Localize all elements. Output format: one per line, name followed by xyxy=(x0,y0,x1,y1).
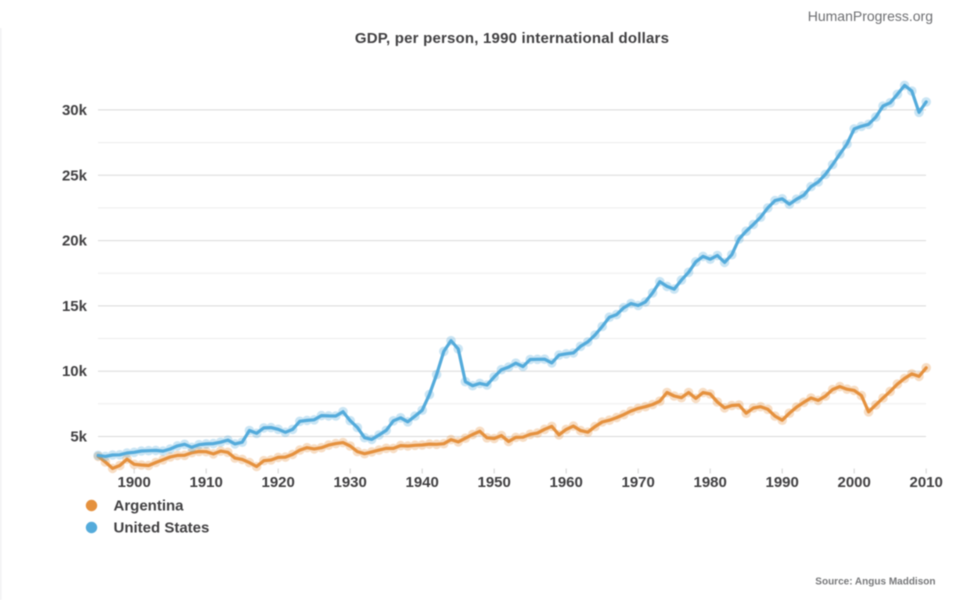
svg-text:2000: 2000 xyxy=(838,474,871,491)
svg-text:5k: 5k xyxy=(70,429,87,446)
svg-text:1960: 1960 xyxy=(550,474,583,491)
svg-text:10k: 10k xyxy=(62,363,88,380)
svg-text:1940: 1940 xyxy=(406,474,439,491)
svg-text:1910: 1910 xyxy=(190,474,223,491)
svg-text:1950: 1950 xyxy=(478,474,511,491)
svg-text:Source: Angus Maddison: Source: Angus Maddison xyxy=(815,577,935,588)
svg-text:15k: 15k xyxy=(62,298,88,315)
svg-text:United States: United States xyxy=(114,520,210,537)
svg-text:2010: 2010 xyxy=(910,474,943,491)
svg-text:1900: 1900 xyxy=(118,474,151,491)
svg-text:30k: 30k xyxy=(62,102,88,119)
svg-text:1930: 1930 xyxy=(334,474,367,491)
svg-text:20k: 20k xyxy=(62,233,88,250)
svg-text:25k: 25k xyxy=(62,167,88,184)
svg-text:1970: 1970 xyxy=(622,474,655,491)
svg-text:1920: 1920 xyxy=(262,474,295,491)
svg-text:GDP, per person, 1990 internat: GDP, per person, 1990 international doll… xyxy=(355,30,669,47)
svg-text:HumanProgress.org: HumanProgress.org xyxy=(808,8,933,24)
svg-text:Argentina: Argentina xyxy=(114,498,185,515)
svg-text:1980: 1980 xyxy=(694,474,727,491)
svg-text:1990: 1990 xyxy=(766,474,799,491)
